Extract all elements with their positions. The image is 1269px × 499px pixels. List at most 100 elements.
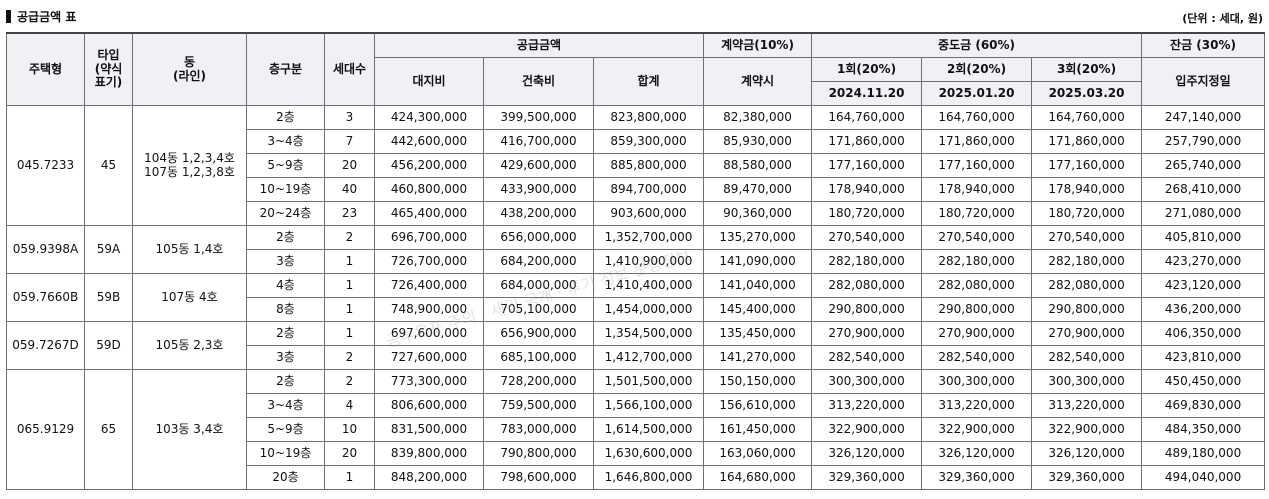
cell-balance: 257,790,000 [1141, 129, 1266, 154]
cell-mid3: 270,540,000 [1031, 225, 1143, 250]
cell-households: 7 [324, 129, 375, 154]
cell-mid1: 171,860,000 [811, 129, 923, 154]
header-mid2: 2회(20%) [921, 57, 1033, 82]
cell-floor: 2층 [246, 369, 325, 394]
cell-mid3: 322,900,000 [1031, 417, 1143, 442]
cell-mid2: 282,540,000 [921, 345, 1033, 370]
header-type: 타입 (약식 표기) [84, 32, 133, 106]
cell-building: 685,100,000 [483, 345, 594, 370]
dong-line: 107동 1,2,3,8호 [144, 164, 235, 179]
cell-mid1: 322,900,000 [811, 417, 923, 442]
cell-households: 2 [324, 225, 375, 250]
cell-floor: 2층 [246, 225, 325, 250]
dong-line: 103동 3,4호 [155, 421, 224, 436]
cell-mid3: 313,220,000 [1031, 393, 1143, 418]
cell-type: 59A [84, 225, 133, 274]
cell-contract: 141,270,000 [703, 345, 813, 370]
table-row: 5~9층 10 831,500,000 783,000,000 1,614,500,00… [7, 417, 1266, 442]
title-text: 공급금액 표 [17, 10, 77, 24]
cell-total: 1,501,500,000 [592, 369, 705, 394]
cell-floor: 3~4층 [246, 393, 325, 418]
cell-building: 656,000,000 [483, 225, 594, 250]
cell-floor: 2층 [246, 321, 325, 346]
table-row: 8층 1 748,900,000 705,100,000 1,454,000,000 14… [7, 297, 1266, 322]
cell-dong: 105동 2,3호 [132, 321, 247, 370]
cell-balance: 489,180,000 [1141, 441, 1266, 466]
cell-mid3: 180,720,000 [1031, 201, 1143, 226]
cell-building: 783,000,000 [483, 417, 594, 442]
cell-land: 848,200,000 [374, 465, 484, 490]
cell-mid3: 282,080,000 [1031, 273, 1143, 298]
dong-line: 104동 1,2,3,4호 [144, 150, 235, 165]
cell-floor: 5~9층 [246, 417, 325, 442]
cell-land: 697,600,000 [374, 321, 484, 346]
cell-dong: 103동 3,4호 [132, 369, 247, 490]
cell-floor: 3층 [246, 345, 325, 370]
header-mid3-date: 2025.03.20 [1031, 81, 1143, 106]
table-row: 059.7267D 59D 105동 2,3호 2층 1 697,600,000 656,9… [6, 321, 1266, 370]
cell-land: 465,400,000 [374, 201, 484, 226]
cell-balance: 436,200,000 [1141, 297, 1266, 322]
cell-total: 1,412,700,000 [592, 345, 705, 370]
cell-contract: 156,610,000 [703, 393, 813, 418]
cell-mid2: 322,900,000 [921, 417, 1033, 442]
cell-building: 416,700,000 [483, 129, 594, 154]
header-balance-group: 잔금 (30%) [1141, 32, 1266, 58]
cell-mid2: 177,160,000 [921, 153, 1033, 178]
cell-households: 1 [324, 273, 375, 298]
cell-households: 1 [324, 297, 375, 322]
cell-mid3: 300,300,000 [1031, 369, 1143, 394]
cell-floor: 3층 [246, 249, 325, 274]
cell-total: 823,800,000 [592, 105, 705, 130]
cell-total: 1,352,700,000 [592, 225, 705, 250]
cell-households: 40 [324, 177, 375, 202]
table-body: 045.7233 45 104동 1,2,3,4호 107동 1,2,3,8호 2층 3 4… [6, 105, 1266, 490]
cell-type: 65 [84, 369, 133, 490]
cell-total: 885,800,000 [592, 153, 705, 178]
cell-mid3: 178,940,000 [1031, 177, 1143, 202]
cell-contract: 88,580,000 [703, 153, 813, 178]
table-row: 059.9398A 59A 105동 1,4호 2층 2 696,700,000 656,0… [6, 225, 1266, 274]
header-supply-amount: 공급금액 [373, 32, 705, 58]
cell-contract: 82,380,000 [703, 105, 813, 130]
cell-house-type: 059.9398A [6, 225, 85, 274]
title-marker-icon [6, 10, 11, 23]
cell-mid1: 177,160,000 [811, 153, 923, 178]
header-type-text: 타입 (약식 표기) [94, 47, 123, 90]
cell-mid1: 178,940,000 [811, 177, 923, 202]
header-contract-group: 계약금(10%) [703, 32, 813, 58]
cell-mid1: 290,800,000 [811, 297, 923, 322]
header-balance: 입주지정일 [1141, 57, 1266, 106]
cell-mid2: 164,760,000 [921, 105, 1033, 130]
cell-mid3: 177,160,000 [1031, 153, 1143, 178]
cell-households: 1 [324, 321, 375, 346]
cell-floor: 4층 [246, 273, 325, 298]
cell-households: 20 [324, 153, 375, 178]
cell-total: 894,700,000 [592, 177, 705, 202]
cell-floor: 8층 [246, 297, 325, 322]
cell-mid3: 290,800,000 [1031, 297, 1143, 322]
cell-mid1: 282,540,000 [811, 345, 923, 370]
cell-house-type: 059.7267D [6, 321, 85, 370]
cell-building: 399,500,000 [483, 105, 594, 130]
cell-floor: 10~19층 [246, 441, 325, 466]
cell-balance: 450,450,000 [1141, 369, 1266, 394]
cell-mid1: 164,760,000 [811, 105, 923, 130]
table-row: 045.7233 45 104동 1,2,3,4호 107동 1,2,3,8호 2층 3 4… [6, 105, 1266, 226]
cell-mid3: 171,860,000 [1031, 129, 1143, 154]
cell-building: 790,800,000 [483, 441, 594, 466]
unit-note: (단위 : 세대, 원) [1182, 12, 1263, 25]
cell-contract: 145,400,000 [703, 297, 813, 322]
cell-balance: 406,350,000 [1141, 321, 1266, 346]
cell-contract: 164,680,000 [703, 465, 813, 490]
cell-floor: 20~24층 [246, 201, 325, 226]
cell-mid3: 329,360,000 [1031, 465, 1143, 490]
cell-households: 1 [324, 465, 375, 490]
header-total: 합계 [592, 57, 705, 106]
cell-contract: 85,930,000 [703, 129, 813, 154]
cell-mid2: 329,360,000 [921, 465, 1033, 490]
cell-building: 433,900,000 [483, 177, 594, 202]
cell-mid1: 270,540,000 [811, 225, 923, 250]
cell-contract: 135,450,000 [703, 321, 813, 346]
cell-balance: 265,740,000 [1141, 153, 1266, 178]
